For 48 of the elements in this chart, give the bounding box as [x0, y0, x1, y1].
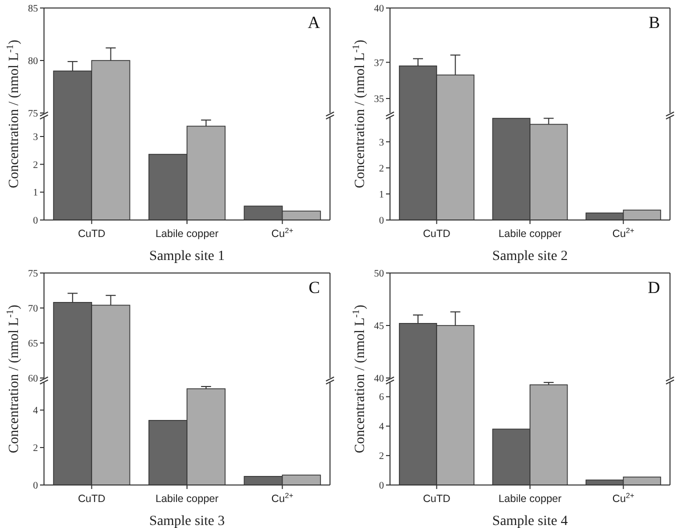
y-tick-label: 45	[374, 321, 384, 332]
y-tick-label: 6	[379, 392, 384, 404]
y-tick-label: 4	[379, 422, 384, 433]
x-tick-label: CuTD	[78, 228, 106, 240]
y-tick-label: 3	[33, 132, 38, 143]
x-tick-label: CuTD	[78, 493, 106, 505]
x-axis-title: Sample site 4	[492, 514, 568, 528]
y-tick-label: 65	[28, 338, 38, 350]
x-axis-title: Sample site 2	[492, 249, 568, 264]
y-tick-label: 2	[379, 451, 384, 462]
y-tick-label: 0	[379, 480, 384, 492]
annotation: B	[648, 13, 660, 32]
x-tick-label: Labile copper	[498, 493, 562, 505]
x-tick-label: Cu$^{2+}$	[612, 490, 634, 505]
x-tick-label: Labile copper	[155, 493, 220, 505]
y-tick-label: 85	[28, 4, 38, 14]
x-tick-label: Labile copper	[155, 228, 220, 240]
x-tick-label: Cu$^{2+}$	[271, 490, 294, 505]
y-tick-label: 60	[28, 374, 38, 384]
y-tick-label: 2	[33, 443, 38, 454]
y-tick-label: 50	[374, 268, 384, 280]
x-tick-label: CuTD	[422, 228, 451, 240]
x-tick-label: CuTD	[422, 493, 451, 505]
x-tick-label: Cu$^{2+}$	[612, 226, 634, 240]
x-tick-label: Labile copper	[498, 228, 562, 240]
y-tick-label: 75	[28, 108, 38, 120]
y-tick-label: 2	[379, 163, 384, 174]
y-tick-label: 37	[374, 58, 384, 69]
y-tick-label: 35	[374, 94, 384, 106]
annotation: D	[648, 278, 660, 297]
y-tick-label: 3	[379, 137, 384, 148]
annotation: A	[308, 13, 321, 32]
y-tick-label: 40	[374, 374, 384, 384]
annotation: C	[308, 278, 320, 297]
y-tick-label: 75	[28, 268, 38, 280]
y-tick-label: 0	[33, 480, 38, 492]
y-tick-label: 2	[33, 160, 38, 171]
y-tick-label: 80	[28, 56, 38, 67]
y-tick-label: 70	[28, 304, 38, 314]
y-tick-label: 0	[379, 216, 384, 226]
x-axis-title: Sample site 1	[149, 249, 225, 264]
x-axis-title: Sample site 3	[149, 514, 225, 528]
y-tick-label: 1	[33, 188, 38, 199]
y-tick-label: 40	[374, 4, 384, 14]
y-tick-label: 0	[33, 216, 38, 226]
x-tick-label: Cu$^{2+}$	[271, 226, 294, 240]
y-tick-label: 4	[33, 406, 38, 417]
y-tick-label: 1	[379, 189, 384, 200]
